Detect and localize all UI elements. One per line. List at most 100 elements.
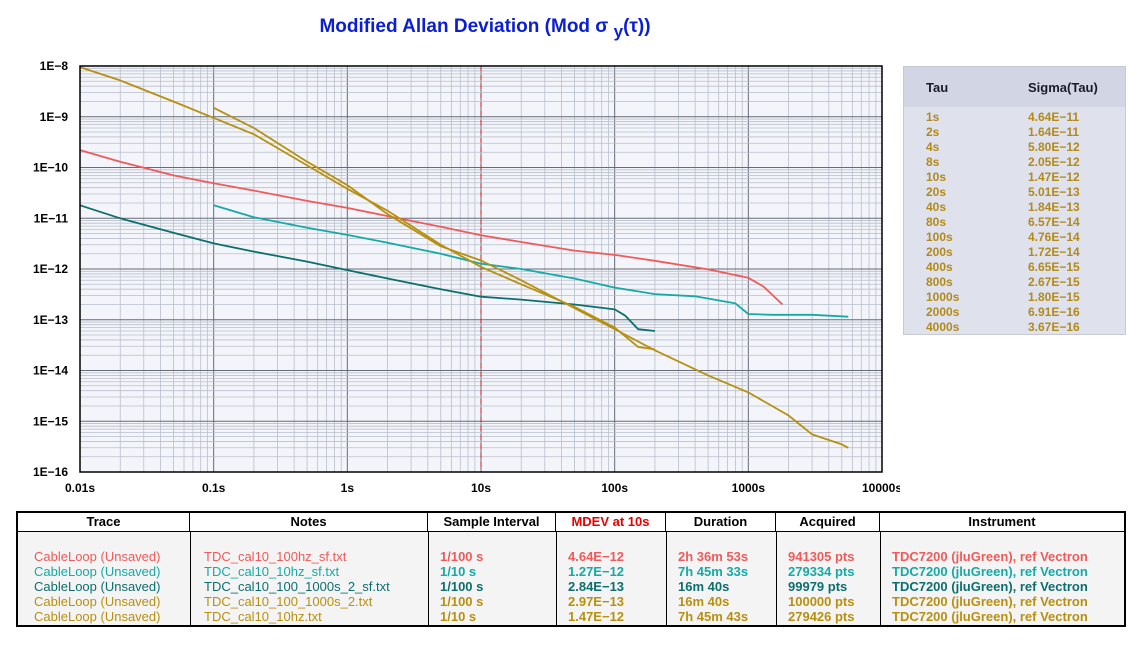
trace-cell: CableLoop (Unsaved) — [34, 579, 161, 594]
chart-title: Modified Allan Deviation (Mod σ y(τ)) — [0, 16, 970, 41]
trace-cell: TDC7200 (jluGreen), ref Vectron — [892, 549, 1088, 564]
trace-cell: TDC_cal10_100_1000s_2.txt — [204, 594, 373, 609]
sigma-value: 1.72E−14 — [1028, 245, 1080, 259]
tau-sigma-row: 800s 2.67E−15 — [904, 275, 1125, 290]
trace-row[interactable]: CableLoop (Unsaved) TDC_cal10_10hz_sf.txt… — [18, 564, 1124, 579]
trace-cell: TDC_cal10_100hz_sf.txt — [204, 549, 347, 564]
tau-sigma-row: 80s 6.57E−14 — [904, 215, 1125, 230]
trace-cell: CableLoop (Unsaved) — [34, 594, 161, 609]
tau-value: 40s — [926, 200, 947, 214]
tau-sigma-row: 200s 1.72E−14 — [904, 245, 1125, 260]
tau-sigma-row: 1000s 1.80E−15 — [904, 290, 1125, 305]
tau-value: 2000s — [926, 305, 960, 319]
chart-title-subscript: y — [613, 22, 624, 41]
tau-sigma-row: 100s 4.76E−14 — [904, 230, 1125, 245]
sigma-value: 5.80E−12 — [1028, 140, 1080, 154]
y-tick-label: 1E−10 — [33, 161, 68, 175]
y-tick-label: 1E−13 — [33, 313, 68, 327]
x-tick-label: 10s — [471, 481, 491, 495]
sigma-value: 1.64E−11 — [1028, 125, 1080, 139]
column-header: Sample Interval — [428, 513, 556, 531]
tau-header: Tau — [926, 80, 949, 95]
column-header: Trace — [18, 513, 190, 531]
trace-cell: TDC7200 (jluGreen), ref Vectron — [892, 564, 1088, 579]
x-tick-label: 1s — [341, 481, 355, 495]
allan-deviation-plot: 0.01s 0.1s 1s 10s 100s 1000s 10000s 1E−8 1E−9 1E−… — [33, 59, 900, 495]
sigma-value: 1.80E−15 — [1028, 290, 1080, 304]
trace-cell: TDC_cal10_10hz_sf.txt — [204, 564, 340, 579]
sigma-value: 2.67E−15 — [1028, 275, 1080, 289]
traces-table-header: Trace Notes Sample Interval MDEV at 10s Dura… — [18, 513, 1124, 532]
x-tick-label: 0.01s — [65, 481, 95, 495]
tau-value: 400s — [926, 260, 953, 274]
tau-sigma-row: 10s 1.47E−12 — [904, 170, 1125, 185]
trace-cell: 1/100 s — [440, 549, 484, 564]
trace-cell: 1/100 s — [440, 594, 484, 609]
tau-value: 200s — [926, 245, 953, 259]
y-tick-label: 1E−9 — [40, 110, 69, 124]
trace-cell: 2h 36m 53s — [678, 549, 749, 564]
tau-sigma-row: 2000s 6.91E−16 — [904, 305, 1125, 320]
trace-cell: CableLoop (Unsaved) — [34, 549, 161, 564]
trace-row[interactable]: CableLoop (Unsaved) TDC_cal10_100_1000s_2… — [18, 594, 1124, 609]
tau-sigma-row: 400s 6.65E−15 — [904, 260, 1125, 275]
trace-cell: 4.64E−12 — [568, 549, 625, 564]
column-divider — [666, 531, 667, 625]
trace-row[interactable]: CableLoop (Unsaved) TDC_cal10_10hz.txt 1/1… — [18, 609, 1124, 624]
y-tick-label: 1E−11 — [34, 211, 69, 225]
trace-cell: 279334 pts — [788, 564, 855, 579]
column-header: MDEV at 10s — [556, 513, 666, 531]
tau-value: 800s — [926, 275, 953, 289]
tau-value: 20s — [926, 185, 947, 199]
tau-value: 100s — [926, 230, 953, 244]
column-divider — [190, 531, 191, 625]
series-line-5 — [213, 106, 849, 449]
tau-sigma-rows: 1s 4.64E−11 2s 1.64E−11 4s 5.80E−12 8s 2.05E−12… — [904, 110, 1125, 335]
sigma-value: 2.05E−12 — [1028, 155, 1080, 169]
column-header: Notes — [190, 513, 428, 531]
tau-value: 4s — [926, 140, 940, 154]
tau-sigma-row: 20s 5.01E−13 — [904, 185, 1125, 200]
sigma-value: 6.65E−15 — [1028, 260, 1080, 274]
x-tick-label: 1000s — [732, 481, 766, 495]
column-divider — [776, 531, 777, 625]
tau-sigma-row: 40s 1.84E−13 — [904, 200, 1125, 215]
trace-cell: TDC_cal10_100_1000s_2_sf.txt — [204, 579, 390, 594]
sigma-value: 6.57E−14 — [1028, 215, 1080, 229]
sigma-header: Sigma(Tau) — [1028, 80, 1098, 95]
y-tick-label: 1E−14 — [33, 364, 68, 378]
tau-value: 8s — [926, 155, 940, 169]
y-tick-label: 1E−16 — [33, 465, 68, 479]
trace-cell: 279426 pts — [788, 609, 855, 624]
trace-cell: 99979 pts — [788, 579, 848, 594]
trace-row[interactable]: CableLoop (Unsaved) TDC_cal10_100hz_sf.tx… — [18, 549, 1124, 564]
tau-sigma-table: Tau Sigma(Tau) 1s 4.64E−11 2s 1.64E−11 4s 5.8… — [903, 66, 1126, 335]
series-line-3 — [79, 204, 655, 332]
column-header: Acquired — [776, 513, 880, 531]
trace-cell: 7h 45m 43s — [678, 609, 749, 624]
trace-cell: 941305 pts — [788, 549, 855, 564]
tau-sigma-row: 1s 4.64E−11 — [904, 110, 1125, 125]
trace-cell: CableLoop (Unsaved) — [34, 609, 161, 624]
column-divider — [880, 531, 881, 625]
tau-value: 10s — [926, 170, 947, 184]
y-tick-label: 1E−12 — [33, 262, 68, 276]
tau-sigma-row: 4000s 3.67E−16 — [904, 320, 1125, 335]
column-divider — [428, 531, 429, 625]
sigma-value: 4.64E−11 — [1028, 110, 1080, 124]
traces-table: Trace Notes Sample Interval MDEV at 10s Dura… — [16, 511, 1126, 627]
x-tick-label: 0.1s — [202, 481, 226, 495]
sigma-value: 1.84E−13 — [1028, 200, 1080, 214]
series-line-4 — [79, 66, 656, 351]
plot-frame — [79, 65, 883, 473]
sigma-value: 4.76E−14 — [1028, 230, 1080, 244]
trace-cell: TDC7200 (jluGreen), ref Vectron — [892, 609, 1088, 624]
tau-sigma-row: 2s 1.64E−11 — [904, 125, 1125, 140]
trace-row[interactable]: CableLoop (Unsaved) TDC_cal10_100_1000s_2… — [18, 579, 1124, 594]
trace-cell: 1/100 s — [440, 579, 484, 594]
y-tick-label: 1E−8 — [40, 59, 69, 73]
column-header: Instrument — [968, 514, 1036, 529]
trace-cell: 2.84E−13 — [568, 579, 625, 594]
trace-cell: TDC7200 (jluGreen), ref Vectron — [892, 594, 1088, 609]
sigma-value: 3.67E−16 — [1028, 320, 1080, 334]
